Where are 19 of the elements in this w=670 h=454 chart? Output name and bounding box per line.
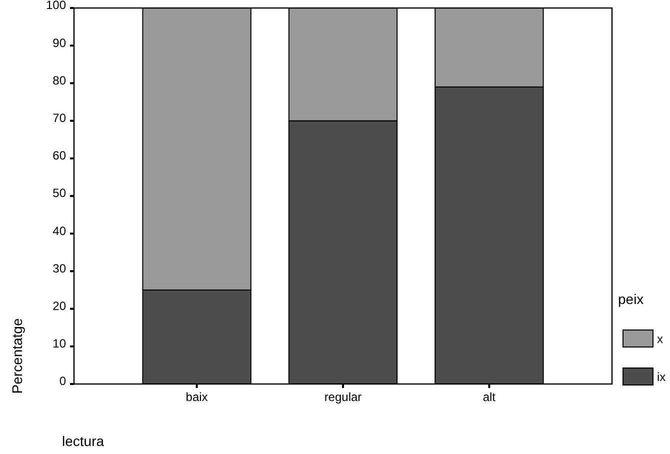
y-tick-label: 0 xyxy=(59,374,66,388)
y-tick-label: 90 xyxy=(52,36,66,50)
y-axis-title: Percentatge xyxy=(9,318,25,394)
legend-title: peix xyxy=(618,291,644,307)
legend-label: x xyxy=(657,332,663,346)
y-tick-label: 10 xyxy=(52,336,66,351)
x-tick-label: alt xyxy=(482,390,496,404)
y-tick-label: 30 xyxy=(52,261,66,276)
y-tick-label: 20 xyxy=(52,299,66,313)
y-tick-label: 60 xyxy=(52,148,66,163)
x-tick-label: regular xyxy=(324,390,362,404)
y-tick-label: 100 xyxy=(46,0,66,12)
y-tick-label: 50 xyxy=(52,186,66,200)
y-tick-label: 40 xyxy=(52,224,66,238)
y-tick-label: 70 xyxy=(52,111,66,125)
x-axis-title: lectura xyxy=(62,433,104,449)
x-tick-label: baix xyxy=(186,390,208,404)
legend-label: ix xyxy=(657,370,666,384)
y-tick-label: 80 xyxy=(52,73,66,88)
